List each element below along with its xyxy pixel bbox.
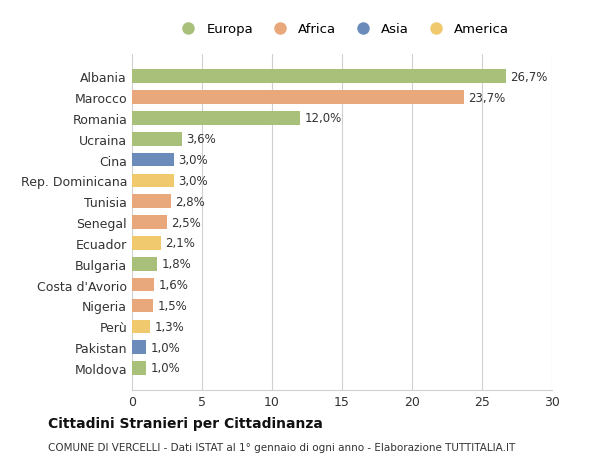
Bar (132, 278, 154, 292)
Bar (132, 195, 171, 208)
Bar (132, 70, 506, 84)
Bar (132, 341, 146, 354)
Text: 1,8%: 1,8% (161, 257, 191, 271)
Text: 1,5%: 1,5% (157, 299, 187, 312)
Bar (132, 299, 153, 313)
Text: 3,6%: 3,6% (187, 133, 217, 146)
Bar (132, 174, 174, 188)
Bar (132, 237, 161, 250)
Text: COMUNE DI VERCELLI - Dati ISTAT al 1° gennaio di ogni anno - Elaborazione TUTTIT: COMUNE DI VERCELLI - Dati ISTAT al 1° ge… (48, 442, 515, 452)
Text: 2,8%: 2,8% (175, 196, 205, 208)
Bar (132, 91, 464, 105)
Bar (132, 320, 150, 333)
Text: 23,7%: 23,7% (468, 91, 505, 104)
Bar (132, 112, 300, 125)
Text: 3,0%: 3,0% (178, 154, 208, 167)
Text: 2,1%: 2,1% (166, 237, 196, 250)
Text: 1,6%: 1,6% (158, 279, 188, 291)
Text: 1,3%: 1,3% (154, 320, 184, 333)
Text: 1,0%: 1,0% (150, 341, 180, 354)
Text: 12,0%: 12,0% (304, 112, 341, 125)
Text: 3,0%: 3,0% (178, 174, 208, 188)
Text: Cittadini Stranieri per Cittadinanza: Cittadini Stranieri per Cittadinanza (48, 416, 323, 430)
Text: 2,5%: 2,5% (171, 216, 201, 229)
Legend: Europa, Africa, Asia, America: Europa, Africa, Asia, America (170, 18, 514, 42)
Bar (132, 257, 157, 271)
Bar (132, 361, 146, 375)
Text: 1,0%: 1,0% (150, 362, 180, 375)
Bar (132, 133, 182, 146)
Bar (132, 216, 167, 230)
Text: 26,7%: 26,7% (510, 71, 547, 84)
Bar (132, 153, 174, 167)
